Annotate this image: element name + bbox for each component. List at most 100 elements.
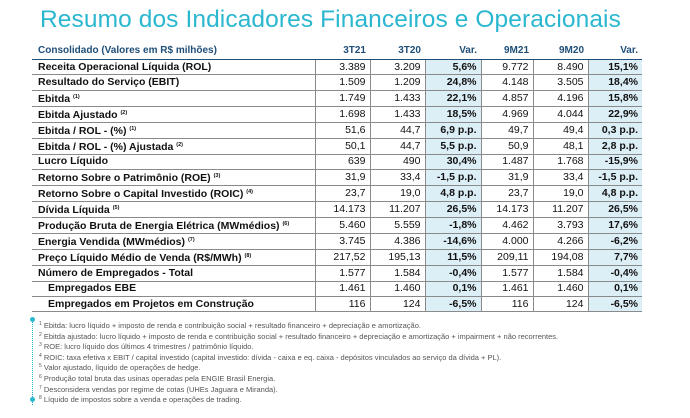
header-9m21: 9M21 (481, 41, 533, 60)
value-3t21: 116 (314, 296, 370, 313)
var-quarter: 24,8% (424, 74, 481, 91)
var-quarter: 5,5 p.p. (424, 138, 481, 155)
value-3t20: 1.584 (369, 265, 425, 282)
footnote: 2 Ebitda ajustado: lucro líquido + impos… (39, 331, 559, 341)
page-title: Resumo dos Indicadores Financeiros e Ope… (40, 6, 621, 33)
value-3t20: 4.386 (369, 233, 425, 251)
var-quarter: 5,6% (424, 59, 481, 76)
var-quarter: 0,1% (424, 281, 481, 297)
value-3t20: 1.433 (369, 106, 425, 123)
value-9m20: 3.793 (532, 217, 588, 235)
var-quarter: 26,5% (424, 201, 481, 219)
value-3t21: 1.749 (314, 90, 370, 107)
footnote: 4 ROIC: taxa efetiva x EBIT / capital in… (39, 352, 502, 362)
var-ytd: 22,9% (587, 106, 642, 123)
var-quarter: -0,4% (424, 265, 481, 282)
table-row: Número de Empregados - Total 1.577 1.584 -0… (32, 265, 642, 282)
row-label: Retorno Sobre o Patrimônio (ROE) (3) (32, 169, 315, 187)
row-label: Receita Operacional Líquida (ROL) (32, 59, 315, 76)
var-quarter: -14,6% (424, 233, 481, 251)
header-label: Consolidado (Valores em R$ milhões) (32, 41, 315, 60)
row-label: Ebitda / ROL - (%) Ajustada (2) (32, 138, 315, 155)
value-9m21: 50,9 (480, 138, 533, 155)
var-ytd: -6,5% (587, 296, 642, 313)
value-3t20: 1.460 (369, 281, 425, 297)
value-3t20: 33,4 (369, 169, 425, 187)
table-row: Empregados em Projetos em Construção 116 1… (32, 296, 642, 313)
value-9m21: 4.148 (480, 74, 533, 91)
table-header-row: Consolidado (Valores em R$ milhões) 3T21… (32, 41, 642, 60)
row-label: Ebitda Ajustado (2) (32, 106, 315, 123)
value-9m20: 4.196 (532, 90, 588, 107)
value-3t20: 44,7 (369, 138, 425, 155)
row-label: Número de Empregados - Total (32, 265, 315, 282)
var-ytd: 17,6% (587, 217, 642, 235)
value-3t21: 50,1 (314, 138, 370, 155)
var-quarter: 4,8 p.p. (424, 185, 481, 203)
var-ytd: -0,4% (587, 265, 642, 282)
footnote: 6 Produção total bruta das usinas operad… (39, 373, 276, 383)
value-9m21: 4.000 (480, 233, 533, 251)
value-9m21: 9.772 (480, 59, 533, 76)
footnote-ref: (2) (120, 109, 128, 116)
var-ytd: -1,5 p.p. (587, 169, 642, 187)
var-ytd: 4,8 p.p. (587, 185, 642, 203)
row-label: Retorno Sobre o Capital Investido (ROIC)… (32, 185, 315, 203)
value-9m20: 19,0 (532, 185, 588, 203)
header-var-ytd: Var. (588, 41, 642, 60)
row-label: Resultado do Serviço (EBIT) (32, 74, 315, 91)
table-row: Energia Vendida (MWmédios) (7) 3.745 4.386… (32, 233, 642, 251)
value-9m21: 23,7 (480, 185, 533, 203)
value-3t21: 31,9 (314, 169, 370, 187)
value-3t20: 1.209 (369, 74, 425, 91)
var-ytd: 0,1% (587, 281, 642, 297)
var-quarter: 11,5% (424, 249, 481, 267)
var-ytd: 26,5% (587, 201, 642, 219)
table-row: Lucro Líquido 639 490 30,4% 1.487 1.768 -15,9% (32, 154, 642, 171)
value-3t20: 490 (369, 154, 425, 171)
footnote-ref: (4) (246, 189, 254, 196)
row-label: Ebitda (1) (32, 90, 315, 107)
footnote: 3 ROE: lucro líquido dos últimos 4 trime… (39, 342, 254, 352)
value-3t20: 124 (369, 296, 425, 313)
value-3t21: 23,7 (314, 185, 370, 203)
var-ytd: 18,4% (587, 74, 642, 91)
table-row: Dívida Líquida (5) 14.173 11.207 26,5% 14.17… (32, 201, 642, 219)
value-9m21: 14.173 (480, 201, 533, 219)
var-ytd: -6,2% (587, 233, 642, 251)
table-row: Produção Bruta de Energia Elétrica (MWmé… (32, 217, 642, 235)
value-3t20: 1.433 (369, 90, 425, 107)
value-9m21: 49,7 (480, 122, 533, 139)
var-quarter: 22,1% (424, 90, 481, 107)
footnote: 5 Valor ajustado, líquido de operações d… (39, 363, 201, 373)
var-quarter: -1,5 p.p. (424, 169, 481, 187)
value-9m20: 49,4 (532, 122, 588, 139)
var-ytd: 0,3 p.p. (587, 122, 642, 139)
value-9m21: 209,11 (480, 249, 533, 267)
value-3t21: 14.173 (314, 201, 370, 219)
value-3t21: 217,52 (314, 249, 370, 267)
table-row: Retorno Sobre o Capital Investido (ROIC)… (32, 185, 642, 203)
var-quarter: -6,5% (424, 296, 481, 313)
value-3t21: 3.745 (314, 233, 370, 251)
header-var-quarter: Var. (425, 41, 481, 60)
value-9m20: 1.768 (532, 154, 588, 171)
value-9m21: 4.462 (480, 217, 533, 235)
var-ytd: 15,1% (587, 59, 642, 76)
footnote-ref: (2) (176, 141, 183, 148)
footnote-ref: (1) (73, 93, 80, 100)
row-label: Lucro Líquido (32, 154, 315, 171)
value-3t21: 51,6 (314, 122, 370, 139)
var-ytd: 15,8% (587, 90, 642, 107)
value-9m20: 1.460 (532, 281, 588, 297)
value-9m21: 31,9 (480, 169, 533, 187)
var-quarter: 6,9 p.p. (424, 122, 481, 139)
row-label: Empregados EBE (32, 281, 315, 297)
row-label: Energia Vendida (MWmédios) (7) (32, 233, 315, 251)
header-9m20: 9M20 (533, 41, 588, 60)
value-9m20: 33,4 (532, 169, 588, 187)
value-9m20: 4.044 (532, 106, 588, 123)
footnote-ref: (3) (213, 173, 221, 180)
value-3t21: 1.698 (314, 106, 370, 123)
value-3t20: 11.207 (369, 201, 425, 219)
